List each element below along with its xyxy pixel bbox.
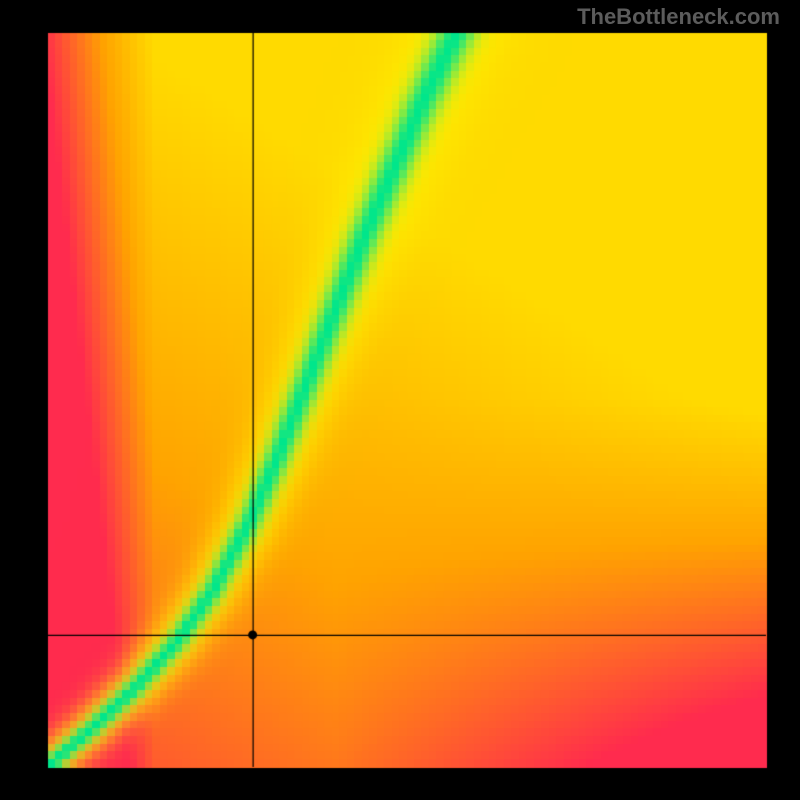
- chart-container: TheBottleneck.com: [0, 0, 800, 800]
- heatmap-canvas: [0, 0, 800, 800]
- watermark-text: TheBottleneck.com: [577, 4, 780, 30]
